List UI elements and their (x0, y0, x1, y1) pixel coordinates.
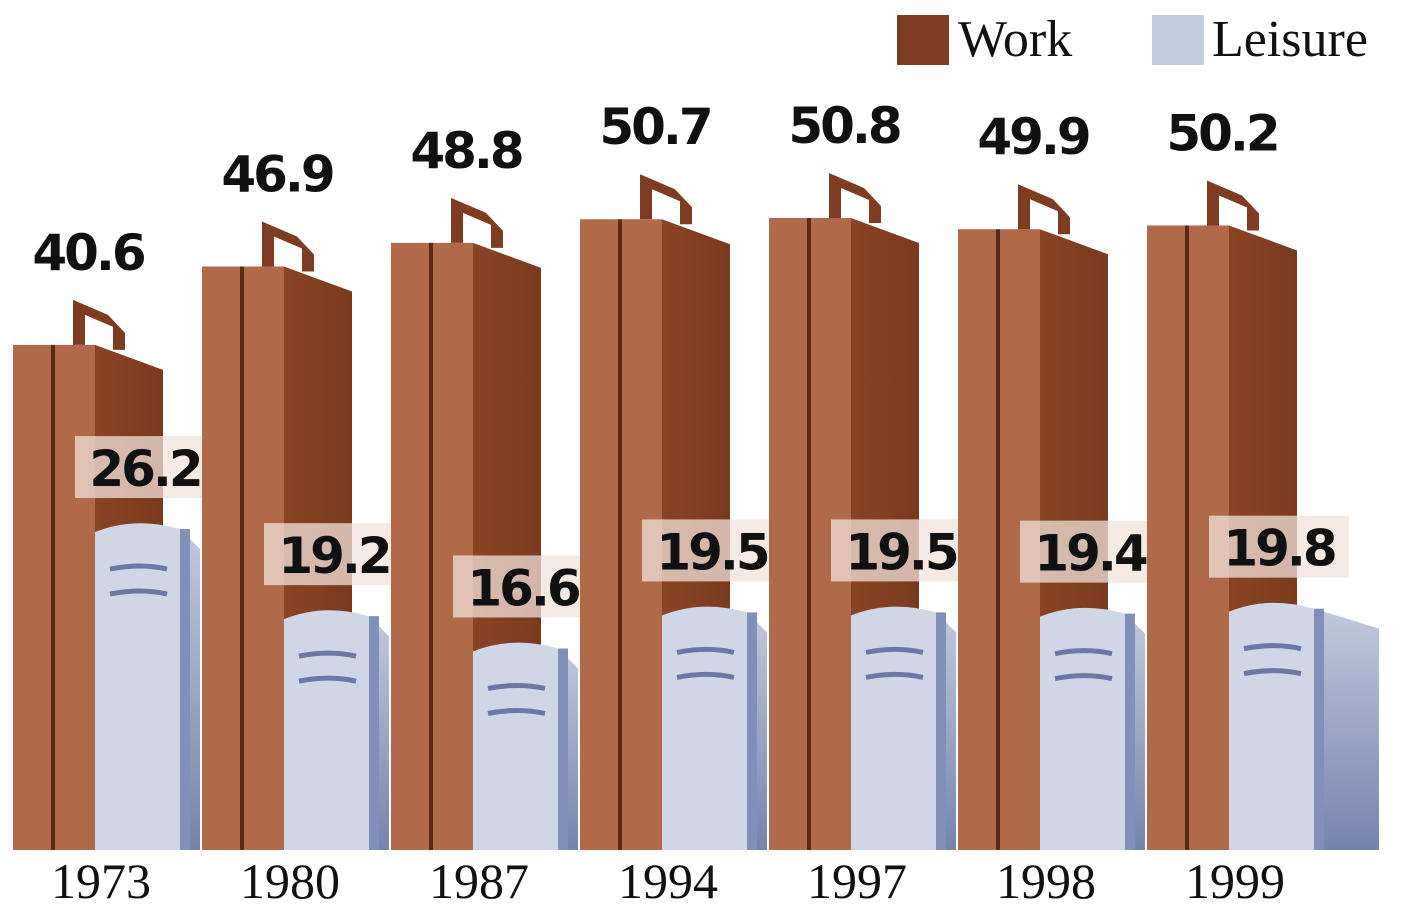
legend-swatch (1152, 15, 1204, 65)
x-tick-label: 1997 (807, 853, 907, 907)
data-label: 19.2 (278, 527, 389, 585)
bar (851, 607, 936, 850)
data-label: 19.5 (656, 523, 768, 581)
bar-handle (451, 198, 503, 248)
x-tick-label: 1987 (429, 853, 529, 907)
data-label: 46.9 (221, 146, 333, 204)
bar (473, 643, 558, 850)
bar (662, 607, 747, 850)
bar (1229, 603, 1314, 850)
data-label: 19.8 (1223, 520, 1335, 578)
bar-handle (73, 300, 125, 350)
bar (1040, 608, 1125, 850)
bar-edge (1314, 609, 1324, 850)
data-label: 50.7 (599, 98, 710, 156)
bar-edge (180, 529, 190, 850)
legend-swatch (897, 15, 949, 65)
bar-handle (640, 174, 692, 224)
bar-edge (936, 612, 946, 850)
bar-handle (1207, 180, 1259, 230)
data-label: 48.8 (410, 122, 522, 180)
data-label: 16.6 (467, 559, 580, 617)
data-label: 49.9 (977, 108, 1089, 166)
bar-edge (558, 648, 568, 850)
x-tick-label: 1994 (618, 853, 718, 907)
data-label: 50.2 (1166, 104, 1277, 162)
x-tick-label: 1998 (996, 853, 1096, 907)
legend-label: Work (958, 11, 1072, 68)
bar-edge (747, 612, 757, 850)
bar-handle (262, 222, 314, 272)
bar (95, 523, 180, 850)
chart: Work Leisure 40.6 26.2 1973 46.9 19.2 1980 48.8 1… (0, 0, 1412, 907)
data-label: 50.8 (788, 97, 900, 155)
data-label: 19.5 (845, 523, 957, 581)
bar-edge (1125, 614, 1135, 850)
bar-handle (829, 173, 881, 223)
data-label: 40.6 (32, 224, 145, 282)
x-tick-label: 1980 (240, 853, 340, 907)
x-tick-label: 1973 (51, 853, 151, 907)
data-label: 26.2 (89, 440, 200, 498)
legend-label: Leisure (1212, 11, 1368, 68)
bar-edge (369, 616, 379, 850)
x-tick-label: 1999 (1185, 853, 1285, 907)
bar-handle (1018, 184, 1070, 234)
bar (284, 610, 369, 850)
data-label: 19.4 (1034, 525, 1147, 583)
